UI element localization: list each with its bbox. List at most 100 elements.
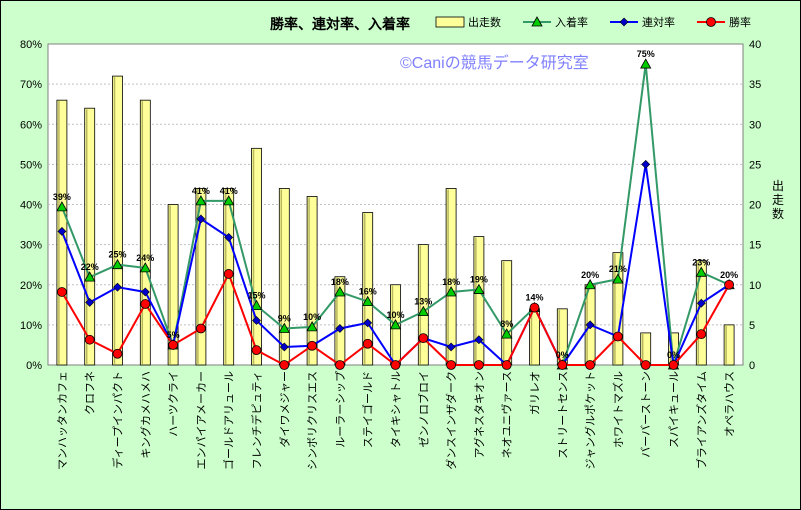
data-label: 10% — [303, 312, 321, 322]
point — [501, 328, 513, 339]
point — [446, 342, 456, 352]
point — [334, 360, 345, 370]
bar — [306, 196, 318, 366]
legend-marker — [531, 16, 543, 27]
line-series — [56, 58, 735, 370]
data-label: 41% — [220, 186, 238, 196]
x-tick-label: ホワイトマズル — [611, 371, 625, 448]
x-tick-label: エンパイアメーカー — [195, 371, 208, 469]
data-label: 22% — [81, 262, 99, 272]
legend-swatch — [435, 16, 465, 28]
data-label: 23% — [692, 257, 710, 267]
point — [585, 360, 595, 370]
point — [473, 283, 485, 294]
x-tick-label: ガリレオ — [529, 371, 542, 415]
point — [111, 258, 124, 270]
y-tick-label: 30% — [20, 240, 42, 252]
legend-marker — [619, 17, 629, 27]
legend-label: 出走数 — [468, 15, 501, 29]
point — [224, 232, 234, 242]
x-tick-label: アグネスタキオン — [472, 371, 486, 458]
point — [362, 338, 373, 349]
point — [195, 195, 207, 206]
x-tick-label: スパイキュール — [668, 371, 681, 448]
y2-tick-label: 40 — [749, 39, 761, 51]
y-tick-label: 50% — [20, 159, 42, 171]
point — [252, 316, 261, 325]
point — [223, 269, 234, 279]
point — [140, 299, 151, 309]
y-tick-label: 80% — [20, 39, 42, 51]
bar — [112, 75, 123, 366]
y2-tick-label: 25 — [749, 159, 761, 171]
data-label: 39% — [53, 192, 71, 202]
point — [57, 287, 67, 297]
point — [250, 299, 263, 311]
point — [168, 340, 179, 350]
legend-label: 入着率 — [555, 15, 588, 29]
x-tick-label: ストリートセンス — [556, 371, 569, 459]
point — [140, 287, 150, 297]
x-tick-label: キングカメハメハ — [138, 371, 152, 459]
x-tick-label: フレンチデピュティ — [250, 371, 264, 469]
y2-tick-label: 5 — [749, 320, 755, 332]
point — [279, 360, 290, 370]
point — [584, 278, 596, 290]
y2-tick-label: 30 — [749, 119, 761, 131]
point — [196, 214, 206, 224]
data-label: 25% — [108, 250, 126, 260]
y-tick-label: 0% — [26, 360, 42, 372]
bar — [84, 107, 96, 366]
data-label: 9% — [278, 313, 291, 323]
data-label: 75% — [637, 49, 655, 59]
point — [640, 58, 652, 69]
point — [474, 335, 484, 345]
axes: 0% 10% 20% 30% 40% 50% 60% 70% 80% 0 5 10 15 20 25 30 35… — [20, 39, 761, 470]
data-label: 5% — [167, 330, 180, 340]
y2-label-char: 走 — [772, 193, 784, 207]
bar — [723, 324, 735, 366]
x-tick-label: ゼンノロブロイ — [416, 371, 430, 447]
data-label: 24% — [136, 253, 154, 263]
x-tick-label: ブライアンズタイム — [694, 371, 708, 469]
point — [195, 323, 206, 334]
point — [640, 360, 651, 370]
point — [306, 321, 318, 332]
point — [613, 331, 623, 342]
point — [57, 226, 67, 236]
point — [585, 320, 595, 330]
bar — [139, 99, 151, 366]
y2-tick-label: 15 — [749, 240, 761, 252]
point — [529, 302, 540, 313]
point — [473, 360, 484, 370]
point — [279, 342, 289, 352]
bar — [195, 188, 207, 366]
legend-label: 連対率 — [642, 15, 675, 29]
point — [84, 334, 95, 345]
bar — [167, 204, 179, 366]
data-label: 20% — [581, 270, 599, 280]
y2-axis-label: 出走数 — [772, 179, 784, 221]
point — [390, 360, 401, 370]
data-label: 21% — [609, 264, 627, 274]
point — [612, 273, 624, 284]
x-tick-label: ゴールドアリュール — [222, 371, 236, 470]
data-label: 20% — [720, 270, 738, 280]
point — [363, 318, 373, 328]
point — [278, 322, 290, 333]
data-label: 16% — [359, 287, 377, 297]
point — [362, 295, 374, 307]
y-tick-label: 40% — [20, 200, 42, 212]
data-label: 19% — [470, 275, 488, 285]
point — [696, 298, 706, 308]
x-tick-label: ディープインパクト — [111, 371, 125, 469]
data-label: 13% — [414, 297, 432, 307]
point — [139, 262, 151, 273]
data-label: 18% — [442, 277, 460, 287]
y2-tick-label: 0 — [749, 360, 755, 372]
point — [251, 345, 262, 356]
point — [56, 201, 68, 212]
x-tick-label: ルーラーシップ — [334, 371, 347, 448]
point — [446, 360, 457, 370]
